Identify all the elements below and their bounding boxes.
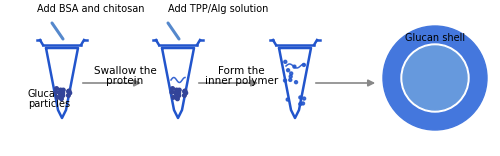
- Text: TPP/Alg: TPP/Alg: [418, 71, 452, 80]
- Text: particles: particles: [28, 99, 70, 109]
- Circle shape: [299, 96, 302, 99]
- Circle shape: [183, 90, 186, 93]
- Circle shape: [290, 72, 292, 75]
- Circle shape: [171, 87, 174, 90]
- Circle shape: [61, 91, 64, 94]
- Circle shape: [401, 44, 469, 112]
- Circle shape: [175, 88, 178, 92]
- Circle shape: [59, 88, 62, 92]
- Circle shape: [176, 97, 180, 101]
- Circle shape: [289, 75, 292, 78]
- Text: inner polymer: inner polymer: [205, 76, 278, 86]
- Circle shape: [68, 89, 71, 93]
- Circle shape: [302, 102, 304, 105]
- Circle shape: [294, 81, 298, 84]
- Circle shape: [61, 94, 64, 97]
- Text: protein: protein: [106, 76, 144, 86]
- Circle shape: [293, 65, 296, 68]
- Text: chitosan: chitosan: [416, 80, 454, 88]
- Circle shape: [60, 89, 63, 93]
- Circle shape: [54, 90, 58, 94]
- Circle shape: [61, 91, 64, 95]
- Circle shape: [184, 91, 188, 95]
- Text: Add BSA and chitosan: Add BSA and chitosan: [37, 4, 144, 14]
- Circle shape: [60, 93, 63, 97]
- Circle shape: [178, 88, 181, 92]
- Text: Add TPP/Alg solution: Add TPP/Alg solution: [168, 4, 268, 14]
- Circle shape: [403, 46, 467, 110]
- Text: Core:: Core:: [423, 63, 447, 73]
- Circle shape: [59, 95, 62, 99]
- Circle shape: [177, 94, 180, 97]
- Circle shape: [302, 97, 306, 100]
- Circle shape: [176, 93, 179, 97]
- Circle shape: [60, 92, 64, 96]
- Circle shape: [60, 91, 64, 95]
- Circle shape: [182, 94, 186, 97]
- Text: Swallow the: Swallow the: [94, 66, 156, 76]
- Circle shape: [286, 69, 290, 72]
- Circle shape: [174, 91, 178, 95]
- Circle shape: [60, 97, 64, 101]
- Circle shape: [175, 93, 178, 97]
- Text: Form the: Form the: [218, 66, 265, 76]
- Circle shape: [286, 98, 289, 101]
- Circle shape: [177, 91, 180, 94]
- Circle shape: [176, 92, 180, 96]
- Circle shape: [175, 95, 178, 99]
- Circle shape: [67, 90, 70, 93]
- Circle shape: [62, 88, 65, 92]
- Circle shape: [66, 94, 70, 97]
- Circle shape: [172, 96, 175, 99]
- Circle shape: [383, 26, 487, 130]
- Circle shape: [176, 89, 179, 93]
- Circle shape: [284, 79, 286, 82]
- Circle shape: [55, 87, 58, 90]
- Circle shape: [299, 102, 302, 105]
- Circle shape: [176, 91, 180, 95]
- Circle shape: [289, 78, 292, 81]
- Circle shape: [302, 63, 306, 66]
- Circle shape: [59, 93, 62, 97]
- Circle shape: [284, 60, 287, 63]
- Text: Glucan shell: Glucan shell: [405, 33, 465, 43]
- Text: BSA: BSA: [426, 88, 444, 97]
- Circle shape: [68, 91, 71, 95]
- Circle shape: [56, 96, 59, 99]
- Circle shape: [177, 91, 180, 95]
- Circle shape: [58, 91, 61, 95]
- Circle shape: [170, 90, 173, 94]
- Text: Glucan: Glucan: [28, 89, 62, 99]
- Circle shape: [184, 89, 187, 93]
